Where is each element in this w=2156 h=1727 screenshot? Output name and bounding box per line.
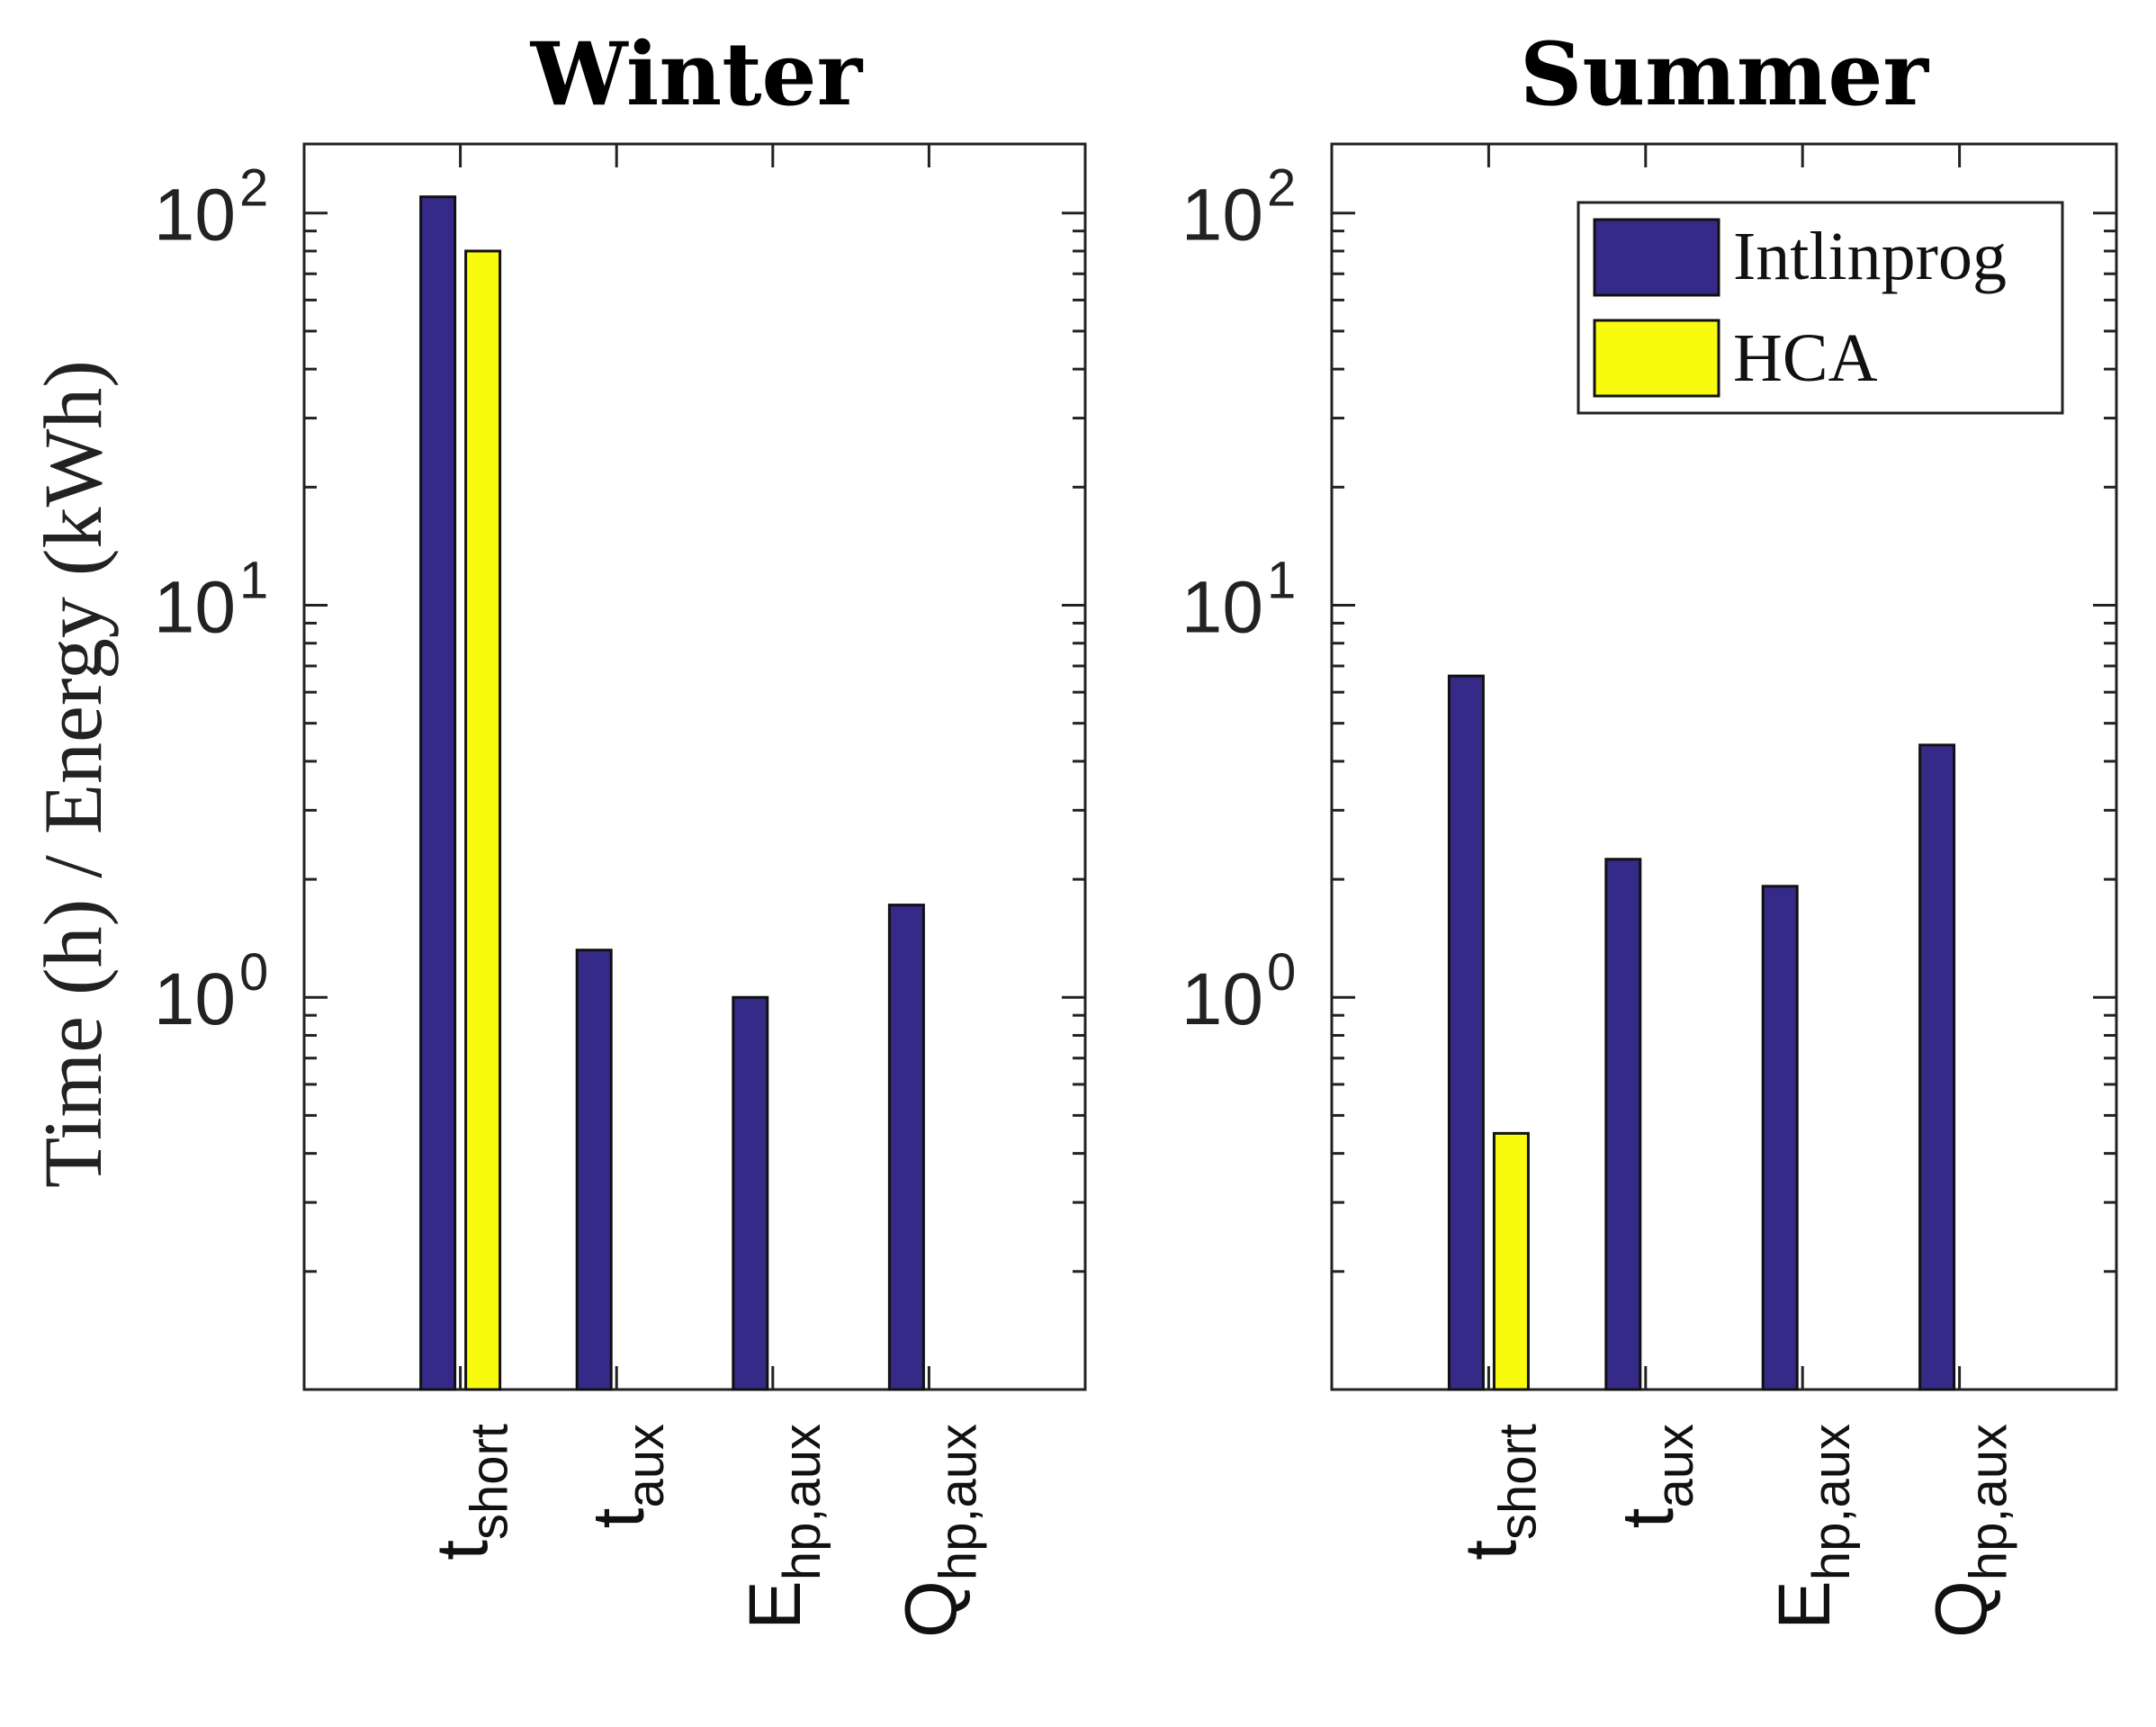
category-label-text: taux xyxy=(1607,1424,1704,1528)
ytick-label: 10 xyxy=(154,175,236,256)
category-label: Qhp,aux xyxy=(1921,1424,2018,1638)
bar-intlinprog-0 xyxy=(419,195,457,1391)
category-label-main: Q xyxy=(890,1580,972,1638)
category-label: taux xyxy=(578,1424,675,1528)
category-label-main: t xyxy=(1607,1507,1689,1528)
panel-title-summer: Summer xyxy=(1520,23,1929,125)
category-label-text: tshort xyxy=(422,1424,519,1561)
category-label: Ehp,aux xyxy=(734,1424,831,1630)
legend: Intlinprog HCA xyxy=(1577,201,2064,415)
category-label-text: Ehp,aux xyxy=(1764,1424,1861,1630)
category-label-text: taux xyxy=(578,1424,675,1528)
bar-hca-0 xyxy=(1492,1131,1530,1391)
ytick-label: 10 xyxy=(1181,566,1263,648)
ytick-label: 10 xyxy=(1181,175,1263,256)
bar-intlinprog-0 xyxy=(1447,674,1485,1391)
bar-intlinprog-1 xyxy=(1604,858,1642,1391)
legend-swatch-hca xyxy=(1593,319,1720,398)
y-axis-label: Time (h) / Energy (kWh) xyxy=(27,360,119,1188)
ytick-label-exponent: 1 xyxy=(1267,551,1296,609)
bar-hca-0 xyxy=(464,249,502,1391)
category-label: taux xyxy=(1607,1424,1704,1528)
category-label-sub: hp,aux xyxy=(929,1424,987,1580)
category-label-sub: hp,aux xyxy=(1960,1424,2018,1580)
bars-winter xyxy=(419,195,925,1391)
ytick-label-exponent: 1 xyxy=(239,551,268,609)
category-label-text: Qhp,aux xyxy=(1921,1424,2018,1638)
category-label-sub: aux xyxy=(616,1424,675,1508)
ytick-label-exponent: 2 xyxy=(239,159,268,218)
plot-area-summer xyxy=(1330,142,2118,1391)
category-label: tshort xyxy=(422,1424,519,1561)
legend-label-hca: HCA xyxy=(1733,320,1878,396)
category-label: Ehp,aux xyxy=(1764,1424,1861,1630)
bar-intlinprog-3 xyxy=(1918,743,1956,1391)
ticks-summer xyxy=(1332,144,2116,1391)
category-label: tshort xyxy=(1450,1424,1547,1561)
bar-intlinprog-2 xyxy=(732,995,769,1391)
bar-intlinprog-3 xyxy=(887,904,925,1391)
panel-title-winter: Winter xyxy=(530,23,864,125)
category-label-sub: short xyxy=(461,1424,519,1540)
category-label-main: t xyxy=(422,1540,504,1561)
category-label-sub: aux xyxy=(1646,1424,1704,1508)
plot-area-winter xyxy=(302,142,1087,1391)
category-label-main: t xyxy=(1450,1540,1532,1561)
category-label-main: E xyxy=(1764,1580,1846,1630)
ytick-label-exponent: 0 xyxy=(239,943,268,1002)
category-label-sub: hp,aux xyxy=(773,1424,831,1580)
category-label-sub: short xyxy=(1488,1424,1547,1540)
category-label: Qhp,aux xyxy=(890,1424,987,1638)
ytick-label: 10 xyxy=(154,566,236,648)
ticks-winter xyxy=(304,144,1085,1391)
category-label-text: Ehp,aux xyxy=(734,1424,831,1630)
category-label-main: Q xyxy=(1921,1580,2003,1638)
ytick-label-exponent: 2 xyxy=(1267,159,1296,218)
category-label-sub: hp,aux xyxy=(1802,1424,1861,1580)
ytick-label-exponent: 0 xyxy=(1267,943,1296,1002)
legend-label-intlinprog: Intlinprog xyxy=(1733,219,2007,294)
bar-intlinprog-2 xyxy=(1761,885,1799,1391)
category-label-text: tshort xyxy=(1450,1424,1547,1561)
bars-summer xyxy=(1447,674,1956,1391)
category-label-text: Qhp,aux xyxy=(890,1424,987,1638)
ytick-label: 10 xyxy=(1181,958,1263,1040)
ytick-label: 10 xyxy=(154,958,236,1040)
category-label-main: E xyxy=(734,1580,816,1630)
legend-swatch-intlinprog xyxy=(1593,218,1720,297)
bar-intlinprog-1 xyxy=(575,949,613,1391)
category-label-main: t xyxy=(578,1507,660,1528)
